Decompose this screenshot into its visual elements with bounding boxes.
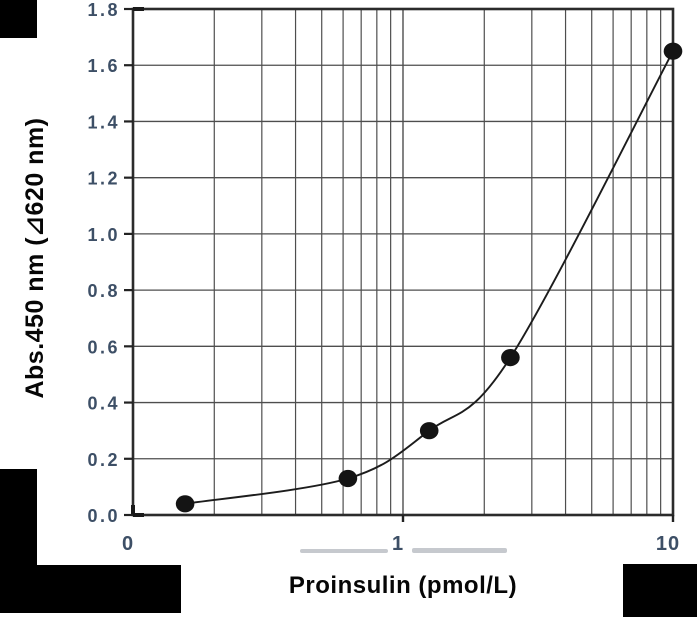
data-point-marker bbox=[175, 495, 195, 513]
data-point-marker bbox=[663, 42, 683, 60]
y-tick-label: 1.4 bbox=[87, 112, 120, 132]
y-tick-label: 0.8 bbox=[87, 281, 120, 301]
redaction-block-top-left bbox=[0, 0, 37, 38]
standard-curve-line bbox=[184, 50, 674, 505]
data-point-marker bbox=[501, 349, 520, 367]
redaction-block-bottom-left-lower bbox=[0, 565, 181, 613]
redaction-block-bottom-right bbox=[623, 564, 697, 617]
y-axis-title: Abs.450 nm (⊿620 nm) bbox=[21, 117, 49, 399]
y-tick-label: 0.2 bbox=[87, 450, 120, 470]
y-tick-label: 0.0 bbox=[87, 506, 120, 526]
x-tick-label: 0 bbox=[122, 533, 134, 555]
redaction-block-bottom-left-upper bbox=[0, 469, 37, 566]
erased-text-artifact-left bbox=[300, 549, 388, 553]
data-point-marker bbox=[419, 422, 439, 440]
y-tick-label: 0.6 bbox=[87, 337, 120, 357]
y-tick-label: 1.2 bbox=[87, 169, 120, 189]
y-tick-label: 1.6 bbox=[87, 56, 120, 76]
data-point-marker bbox=[338, 469, 358, 488]
x-tick-label: 10 bbox=[656, 533, 680, 555]
y-tick-label: 1.8 bbox=[87, 0, 120, 20]
erased-text-artifact-right bbox=[412, 548, 507, 553]
y-tick-label: 0.4 bbox=[87, 394, 120, 414]
y-tick-label: 1.0 bbox=[87, 225, 120, 245]
x-axis-title: Proinsulin (pmol/L) bbox=[288, 572, 518, 599]
x-tick-label: 1 bbox=[392, 533, 404, 555]
